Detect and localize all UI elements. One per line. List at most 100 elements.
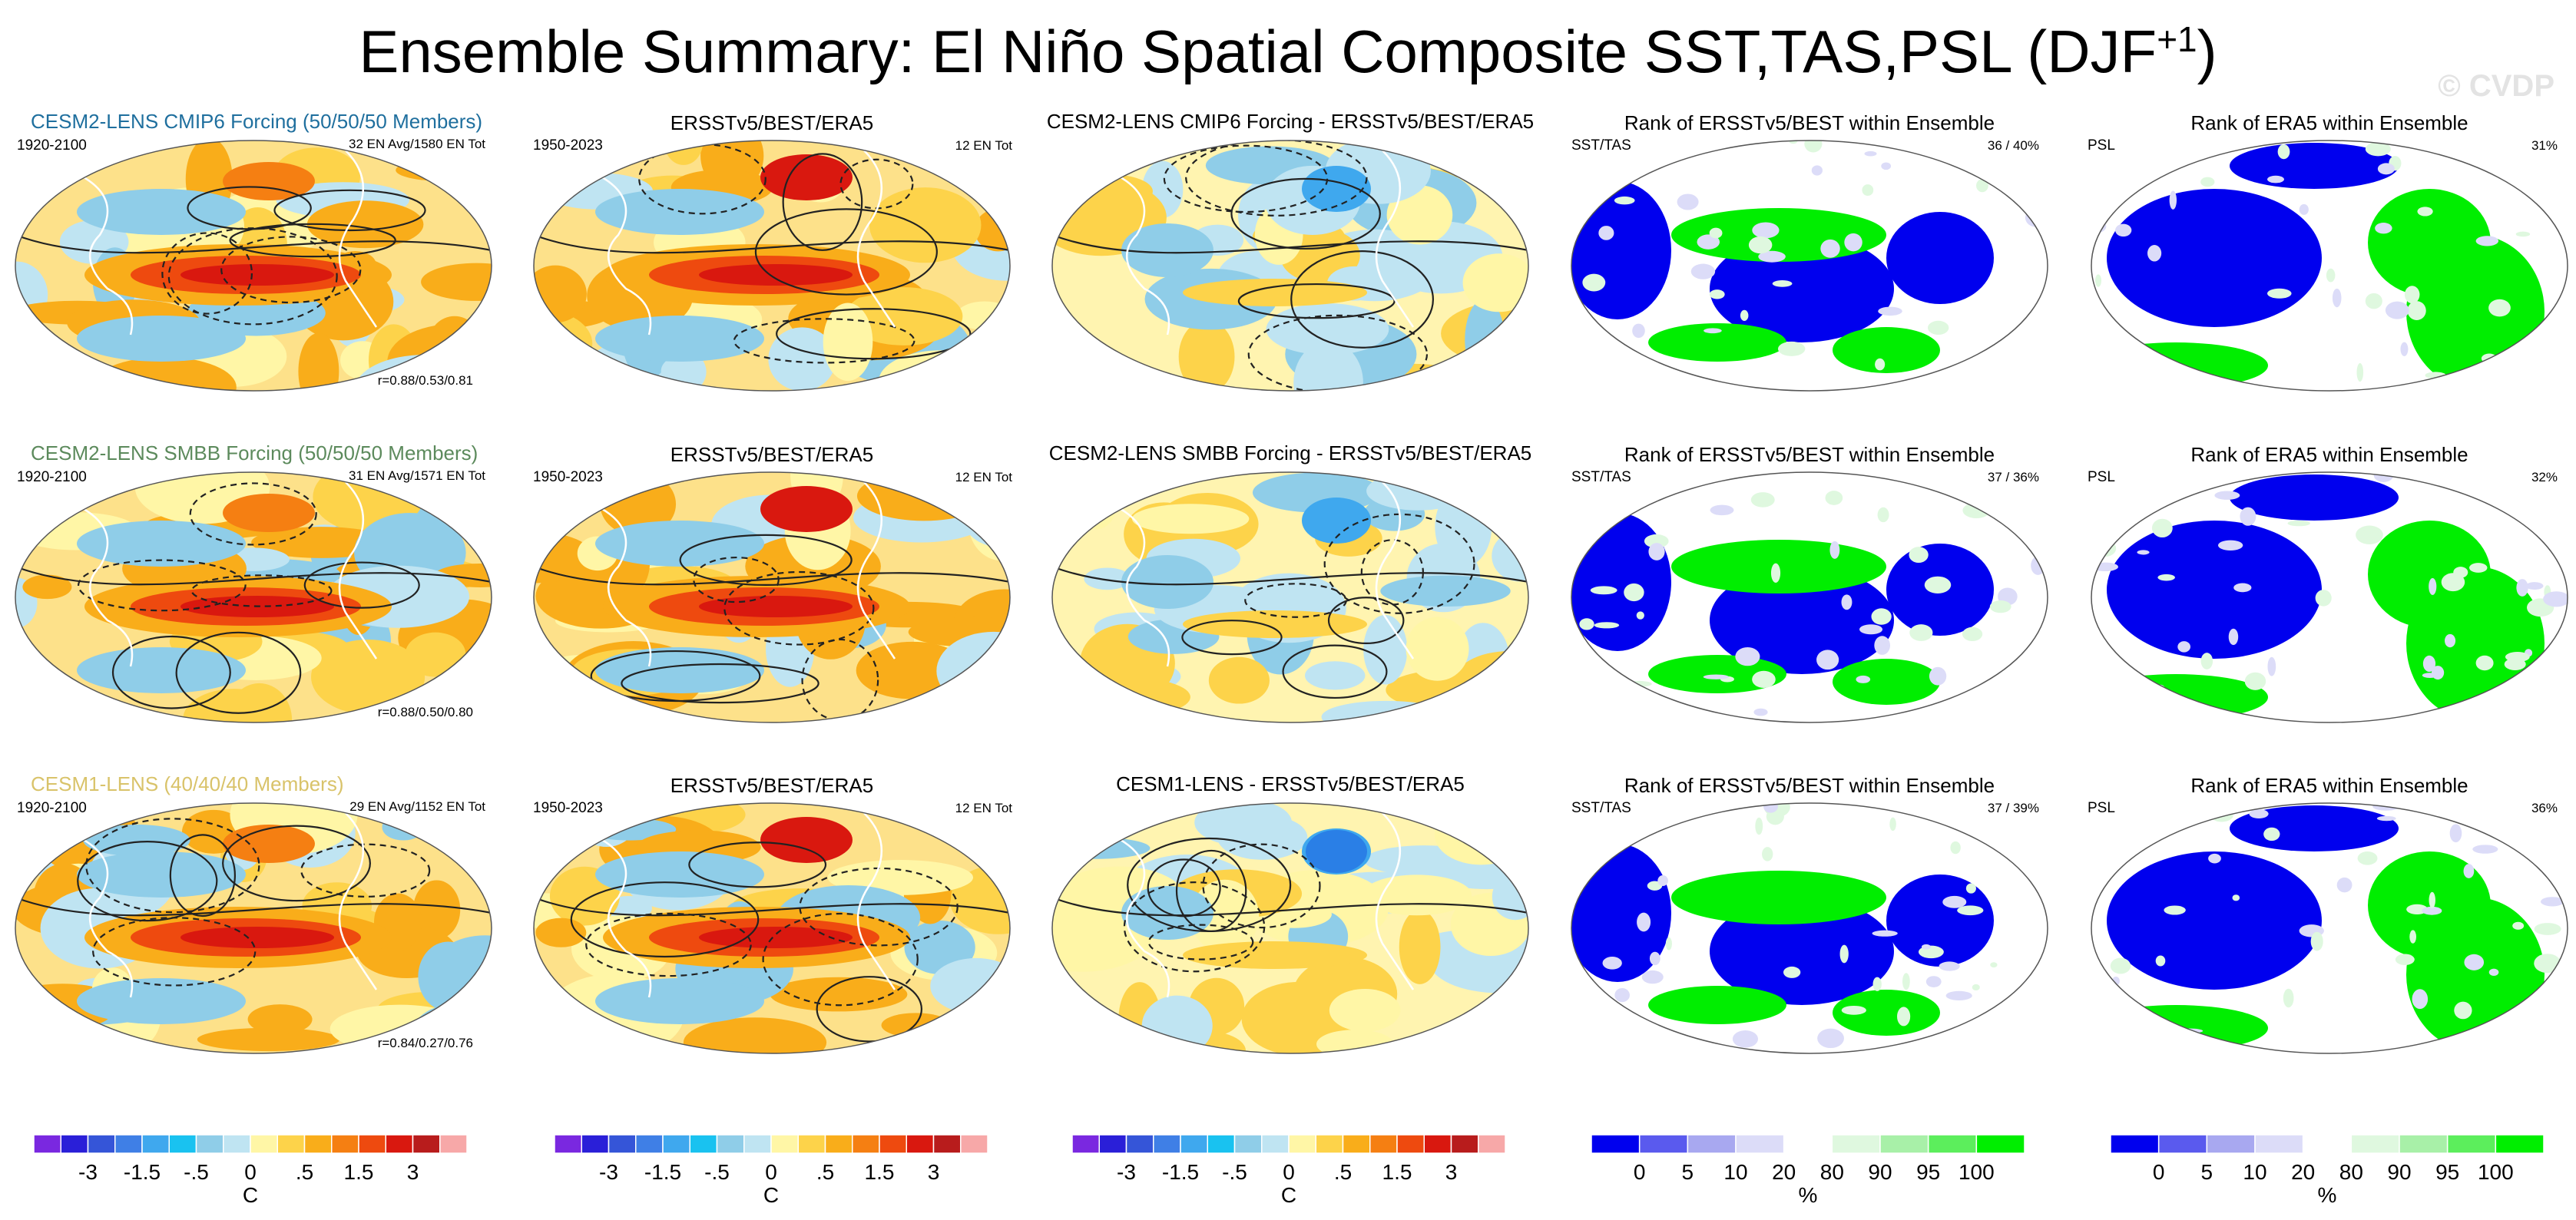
psl-contour — [590, 650, 761, 703]
anomaly-patch — [1131, 504, 1250, 534]
psl-contour — [77, 841, 218, 922]
anomaly-patch — [534, 309, 593, 378]
colorbar-unit: C — [243, 1183, 258, 1207]
rank-speckle — [2267, 175, 2284, 183]
rank-speckle — [2020, 817, 2044, 830]
anomaly-patch — [15, 353, 51, 388]
colorbar-unit: % — [1799, 1183, 1818, 1207]
rank-speckle — [2454, 1001, 2472, 1020]
title-superscript: +1 — [2157, 19, 2197, 59]
rank-speckle — [1875, 358, 1886, 371]
rank-speckle — [2096, 695, 2107, 713]
rank-speckle — [1909, 624, 1933, 641]
rank-speckle — [2377, 163, 2395, 175]
rank-speckle — [1703, 674, 1730, 679]
map-panel: Rank of ERSSTv5/BEST within Ensemble SST/… — [1571, 111, 2048, 392]
coastline — [338, 812, 378, 990]
map-field — [1571, 803, 2045, 1049]
rank-speckle — [2021, 686, 2038, 704]
rank-colorbar: 0 5 10 20 80 90 95 100% — [2110, 1134, 2545, 1207]
colorbar-unit: C — [763, 1183, 779, 1207]
difference-title: CESM2-LENS CMIP6 Forcing - ERSSTv5/BEST/… — [1047, 110, 1534, 133]
rank-speckle — [2092, 562, 2118, 572]
colorbar-swatch — [1735, 1134, 1785, 1154]
obs-title: ERSSTv5/BEST/ERA5 — [670, 111, 873, 134]
rank-low-region — [1710, 567, 1894, 674]
rank-speckle — [2453, 567, 2468, 578]
rank-high-region — [1833, 659, 1940, 705]
rank-psl-title: Rank of ERA5 within Ensemble — [2190, 111, 2468, 134]
psl-contour — [222, 825, 371, 902]
rank-psl-label: PSL — [2088, 469, 2115, 485]
rank-speckle — [1942, 895, 1967, 908]
colorbar-swatch — [1207, 1134, 1236, 1154]
rank-high-region — [2368, 851, 2491, 959]
anomaly-patch — [396, 159, 487, 181]
anomaly-patch — [412, 880, 461, 940]
map-outline — [15, 140, 492, 392]
rank-speckle — [1817, 1028, 1844, 1049]
enso-tongue-core — [699, 596, 853, 617]
colorbar-swatch — [1396, 1134, 1425, 1154]
rank-speckle — [1594, 622, 1620, 629]
pattern-correlation: r=0.88/0.53/0.81 — [378, 373, 473, 388]
rank-speckle — [1664, 703, 1690, 722]
psl-contour — [782, 153, 863, 251]
coastline — [594, 172, 652, 336]
rank-speckle — [2488, 968, 2499, 977]
anomaly-patch — [1363, 614, 1408, 685]
rank-psl-title: Rank of ERA5 within Ensemble — [2190, 443, 2468, 466]
obs-title: ERSSTv5/BEST/ERA5 — [670, 774, 873, 797]
colorbar-swatch — [223, 1134, 251, 1154]
rank-speckle — [1571, 977, 1584, 998]
psl-contour — [688, 841, 827, 888]
anomaly-patch — [1435, 486, 1492, 567]
rank-speckle — [2516, 579, 2528, 597]
psl-contour — [78, 559, 247, 612]
rank-low-region — [1886, 874, 1994, 967]
rank-speckle — [2267, 288, 2292, 299]
coastline — [1113, 835, 1170, 998]
colorbar-swatch — [1831, 1134, 1881, 1154]
rank-speckle — [1871, 608, 1892, 625]
rank-speckle — [2315, 590, 2332, 607]
colorbar-swatch — [1342, 1134, 1371, 1154]
temp-colorbar: -3 -1.5 -.5 0 .5 1.5 3 C — [1071, 1134, 1506, 1207]
colorbar-swatch — [824, 1134, 853, 1154]
anomaly-patch — [382, 814, 425, 841]
map-outline — [1051, 140, 1529, 392]
colorbar-swatch — [1638, 1134, 1689, 1154]
psl-contour — [1147, 858, 1221, 917]
map-outline — [15, 802, 492, 1054]
colorbar-tick-label: 0 — [244, 1160, 257, 1184]
anomaly-patch — [1304, 661, 1366, 690]
rank-speckle — [1735, 646, 1760, 666]
rank-speckle — [2417, 207, 2433, 217]
psl-contour — [111, 635, 231, 709]
psl-contour — [273, 189, 426, 232]
rank-speckle — [1571, 339, 1591, 355]
rank-speckle — [1732, 1030, 1759, 1048]
rank-speckle — [1950, 841, 1961, 855]
psl-contour — [1282, 644, 1388, 699]
psl-contour — [1181, 620, 1283, 656]
colorbar-tick-label: 100 — [1958, 1160, 1995, 1184]
difference-title: CESM1-LENS - ERSSTv5/BEST/ERA5 — [1116, 772, 1465, 795]
rank-speckle — [1571, 160, 1586, 177]
rank-speckle — [1571, 1003, 1582, 1023]
cool-patch-south — [77, 647, 246, 693]
rank-speckle — [2547, 855, 2564, 868]
anomaly-patch — [22, 574, 72, 600]
rank-speckle — [1859, 624, 1883, 635]
map-outline — [2091, 140, 2568, 392]
colorbar-swatch — [276, 1134, 306, 1154]
coastline — [1375, 812, 1415, 990]
rank-speckle — [1614, 987, 1630, 1003]
rank-speckle — [1825, 491, 1843, 505]
warm-patch-northamerica — [760, 154, 853, 200]
enso-tongue-core — [180, 264, 334, 286]
rank-psl-percent: 32% — [2531, 470, 2558, 484]
coastline — [594, 835, 652, 998]
rank-speckle — [2526, 1040, 2548, 1053]
map-field — [1052, 803, 1528, 1053]
